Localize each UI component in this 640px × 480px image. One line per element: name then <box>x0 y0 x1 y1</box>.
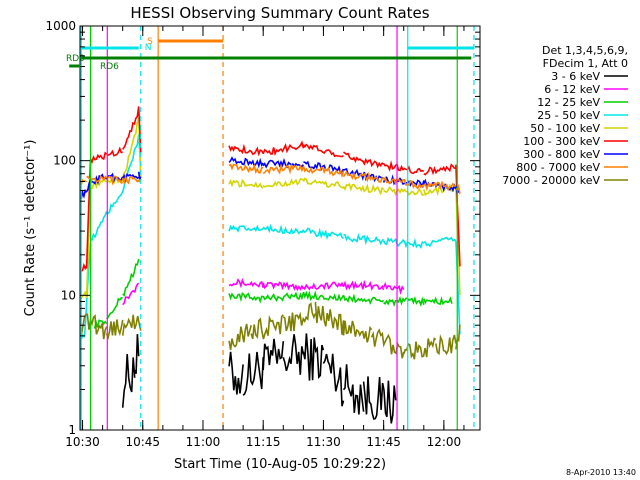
saa-flag-label: S <box>147 37 153 47</box>
series-line-8 <box>80 301 461 360</box>
series-line-6 <box>80 156 461 200</box>
x-axis-label: Start Time (10-Aug-05 10:29:22) <box>174 457 386 472</box>
legend-label-2: 12 - 25 keV <box>537 96 600 109</box>
legend-header-line-2: FDecim 1, Att 0 <box>543 57 628 70</box>
x-tick-label-0: 10:30 <box>65 435 100 449</box>
legend-label-7: 800 - 7000 keV <box>516 161 600 174</box>
legend-label-5: 100 - 300 keV <box>523 135 600 148</box>
y-tick-label-0: 1 <box>68 423 76 437</box>
series-line-2 <box>93 258 453 329</box>
series-line-3 <box>80 134 461 340</box>
x-tick-label-6: 12:00 <box>427 435 462 449</box>
x-tick-label-3: 11:15 <box>246 435 281 449</box>
y-tick-label-3: 1000 <box>45 19 76 33</box>
legend-label-3: 25 - 50 keV <box>537 109 600 122</box>
legend-label-8: 7000 - 20000 keV <box>502 174 600 187</box>
x-tick-label-2: 11:00 <box>186 435 221 449</box>
series-line-5 <box>80 106 461 272</box>
legend-label-4: 50 - 100 keV <box>530 122 600 135</box>
night-flag-label: N <box>145 43 152 53</box>
y-tick-label-2: 100 <box>53 154 76 168</box>
series-line-1 <box>122 277 405 306</box>
chart-title: HESSI Observing Summary Count Rates <box>130 4 429 22</box>
y-tick-label-1: 10 <box>61 288 76 302</box>
x-tick-label-1: 10:45 <box>125 435 160 449</box>
x-tick-label-4: 11:30 <box>306 435 341 449</box>
plot-timestamp: 8-Apr-2010 13:40 <box>566 468 636 477</box>
x-tick-label-5: 11:45 <box>366 435 401 449</box>
legend-label-1: 6 - 12 keV <box>544 83 600 96</box>
legend-label-0: 3 - 6 keV <box>551 70 600 83</box>
series-line-7 <box>80 162 461 194</box>
rd0-flag-label: RD0 <box>66 54 85 64</box>
series-line-0 <box>121 333 397 424</box>
y-axis-label: Count Rate (s⁻¹ detector⁻¹) <box>23 140 38 317</box>
rd6-flag-label: RD6 <box>100 62 119 72</box>
legend-label-6: 300 - 800 keV <box>523 148 600 161</box>
legend-header-line-1: Det 1,3,4,5,6,9, <box>542 44 628 57</box>
plot-frame <box>79 25 481 431</box>
